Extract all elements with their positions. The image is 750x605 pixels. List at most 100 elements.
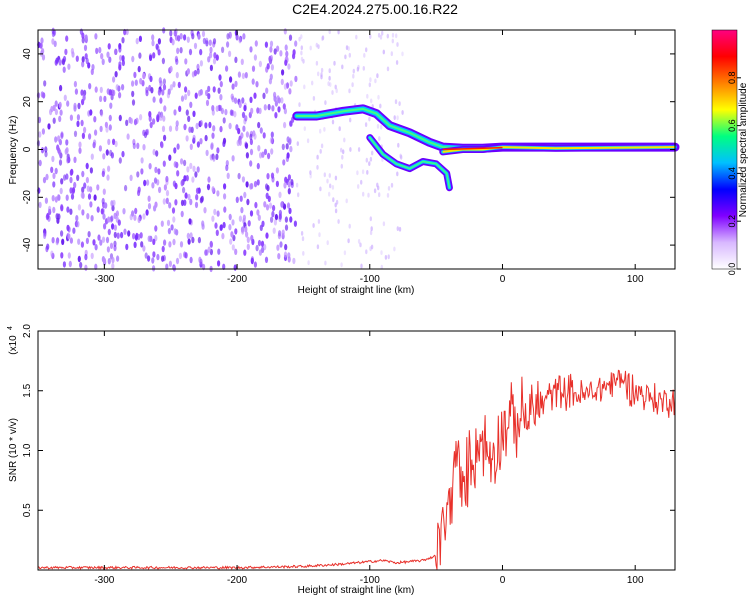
noise-dot	[269, 73, 273, 81]
noise-dot	[205, 99, 210, 107]
noise-dot	[165, 189, 170, 197]
noise-dot	[345, 198, 348, 204]
noise-dot	[329, 82, 332, 87]
noise-dot	[188, 48, 193, 56]
noise-dot	[78, 141, 82, 148]
noise-dot	[196, 68, 200, 75]
noise-dot	[189, 256, 193, 264]
noise-dot	[121, 150, 125, 158]
noise-dot	[67, 63, 71, 70]
noise-dot	[187, 238, 191, 245]
noise-dot	[251, 65, 256, 72]
noise-dot	[157, 38, 161, 45]
noise-dot	[137, 216, 141, 224]
noise-dot	[172, 180, 176, 187]
noise-dot	[230, 231, 234, 238]
noise-dot	[57, 194, 61, 201]
noise-dot	[48, 205, 52, 213]
spectrogram-x-tick-label: -200	[227, 274, 247, 285]
snr-x-tick-label: 0	[500, 575, 506, 586]
noise-dot	[387, 186, 391, 191]
noise-dot	[231, 83, 235, 90]
noise-dot	[197, 236, 201, 244]
noise-dot	[340, 147, 343, 153]
noise-dot	[65, 35, 69, 42]
noise-dot	[119, 54, 123, 62]
noise-dot	[390, 51, 393, 57]
noise-dot	[175, 71, 179, 79]
spectrogram-y-tick-label: 0	[22, 146, 33, 152]
noise-dot	[99, 95, 103, 103]
figure-title: C2E4.2024.275.00.16.R22	[292, 1, 458, 17]
noise-dot	[369, 216, 372, 222]
spectrogram-y-ticks: -40 -20 0 20 40	[22, 48, 675, 252]
noise-dot	[386, 193, 390, 198]
noise-dot	[284, 176, 288, 183]
noise-dot	[69, 237, 73, 244]
noise-dot	[272, 227, 276, 234]
noise-dot	[239, 195, 243, 202]
noise-dot	[293, 220, 297, 227]
noise-dot	[302, 58, 305, 64]
noise-dot	[125, 243, 129, 251]
noise-dot	[157, 89, 161, 96]
noise-dot	[65, 139, 69, 146]
noise-dot	[276, 244, 280, 251]
noise-dot	[77, 102, 81, 110]
noise-dot	[146, 179, 150, 186]
noise-dot	[289, 80, 293, 87]
noise-dot	[260, 240, 265, 247]
noise-dot	[328, 75, 331, 81]
noise-dot	[79, 261, 83, 269]
noise-dot	[90, 215, 94, 222]
noise-dot	[357, 239, 361, 244]
noise-dot	[110, 200, 114, 207]
noise-dot	[398, 101, 401, 106]
noise-dot	[329, 183, 332, 189]
noise-dot	[371, 150, 374, 156]
noise-dot	[228, 224, 232, 231]
noise-dot	[142, 72, 146, 80]
noise-dot	[151, 34, 155, 41]
noise-dot	[101, 170, 105, 178]
noise-dot	[94, 244, 98, 251]
noise-dot	[180, 180, 184, 187]
noise-dot	[190, 126, 194, 133]
noise-dot	[255, 81, 259, 88]
noise-dot	[226, 172, 230, 179]
noise-dot	[96, 206, 100, 213]
noise-dot	[121, 59, 125, 67]
noise-dot	[288, 88, 292, 95]
noise-dot	[54, 100, 58, 107]
noise-dot	[81, 32, 85, 39]
noise-dot	[349, 147, 352, 152]
noise-dot	[231, 96, 235, 103]
noise-dot	[297, 192, 300, 198]
noise-dot	[228, 213, 232, 221]
noise-dot	[360, 179, 363, 185]
noise-dot	[265, 204, 270, 211]
noise-dot	[209, 241, 213, 248]
noise-dot	[90, 153, 94, 160]
noise-dot	[92, 239, 96, 246]
spectrogram-x-tick-label: 100	[627, 274, 644, 285]
noise-dot	[300, 50, 303, 56]
noise-dot	[284, 44, 288, 51]
colorbar-gradient	[711, 29, 738, 270]
noise-dot	[169, 65, 173, 73]
snr-x-tick-label: -300	[94, 575, 114, 586]
spectrogram-x-ticks: -300 -200 -100 0 100	[94, 30, 644, 285]
noise-dot	[136, 171, 140, 178]
noise-dot	[342, 149, 345, 155]
noise-dot	[142, 213, 146, 220]
noise-dot	[44, 146, 48, 153]
noise-dot	[142, 245, 146, 252]
noise-dot	[217, 260, 221, 267]
noise-dot	[196, 141, 200, 148]
noise-dot	[212, 86, 216, 93]
noise-dot	[323, 126, 326, 132]
noise-dot	[168, 260, 172, 267]
noise-dot	[205, 249, 209, 256]
noise-dot	[317, 71, 320, 77]
noise-dot	[228, 122, 232, 130]
